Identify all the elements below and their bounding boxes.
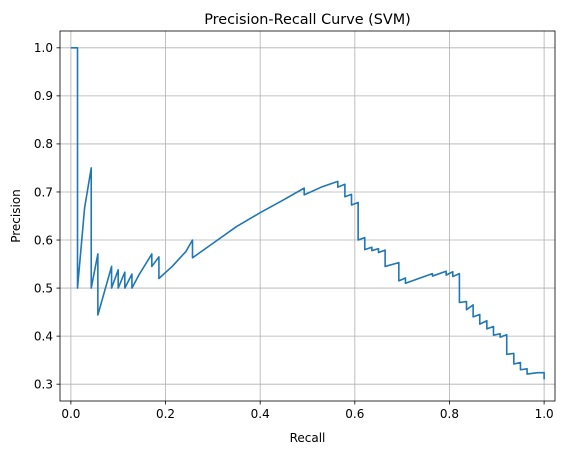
- x-tick-label: 0.0: [61, 407, 80, 421]
- plot-frame: [59, 30, 556, 402]
- pr-curve-line: [70, 47, 545, 380]
- x-axis-label: Recall: [290, 431, 326, 445]
- x-tick-label: 0.4: [251, 407, 270, 421]
- tick-layer: 0.0 0.2 0.4 0.6 0.8 1.0 0.3 0.4 0.5 0.6 0.7 0.8 0.9 1…: [34, 41, 554, 421]
- y-tick-label: 0.6: [34, 233, 53, 247]
- x-tick-label: 0.2: [156, 407, 175, 421]
- y-tick-label: 0.5: [34, 281, 53, 295]
- chart-title: Precision-Recall Curve (SVM): [204, 12, 411, 28]
- y-tick-label: 0.7: [34, 185, 53, 199]
- x-tick-label: 1.0: [535, 407, 554, 421]
- x-tick-label: 0.6: [345, 407, 364, 421]
- x-tick-label: 0.8: [440, 407, 459, 421]
- grid-layer: [60, 31, 555, 401]
- y-tick-label: 1.0: [34, 41, 53, 55]
- y-axis-label: Precision: [9, 189, 23, 243]
- y-tick-label: 0.3: [34, 377, 53, 391]
- y-tick-label: 0.8: [34, 137, 53, 151]
- series-layer: [70, 47, 545, 380]
- y-tick-label: 0.9: [34, 89, 53, 103]
- y-tick-label: 0.4: [34, 329, 53, 343]
